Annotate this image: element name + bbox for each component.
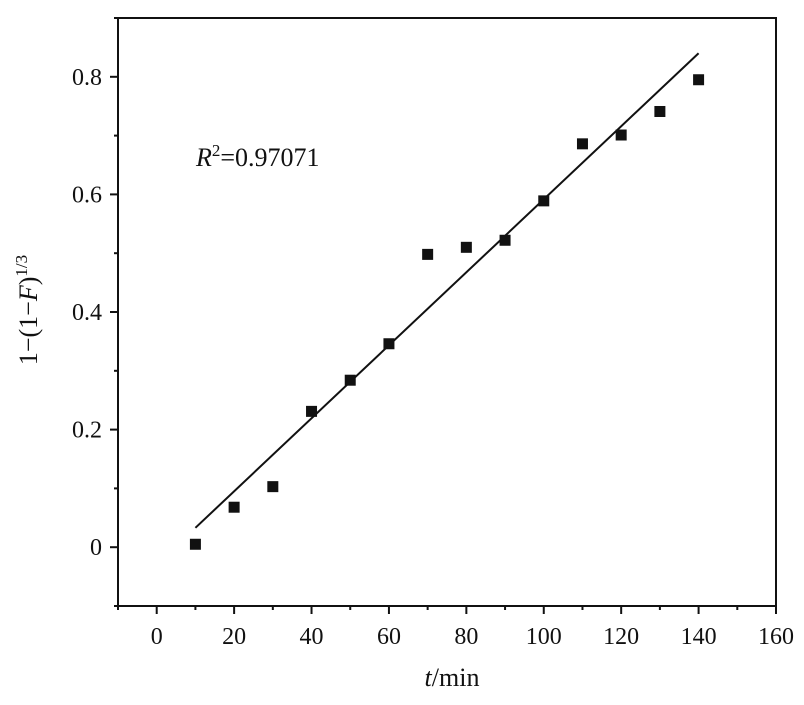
r-squared-sup: 2 <box>212 141 221 160</box>
x-axis-unit: /min <box>432 663 480 692</box>
data-point <box>693 74 705 86</box>
x-tick-label: 80 <box>454 624 478 650</box>
r-squared-value: =0.97071 <box>220 143 319 172</box>
y-axis-prefix: 1−(1− <box>14 301 43 365</box>
data-point <box>654 105 666 117</box>
data-point <box>422 248 434 260</box>
data-point <box>576 138 588 150</box>
fit-line <box>194 52 700 529</box>
x-axis-title: t/min <box>425 663 480 692</box>
data-point <box>306 405 318 417</box>
x-tick-label: 160 <box>758 624 794 650</box>
tick-labels: 0 20 40 60 80 100 120 140 160 0 0.2 0.4 0.6 0.8 <box>72 65 794 650</box>
x-tick-label: 60 <box>377 624 401 650</box>
data-point <box>499 234 511 246</box>
x-tick-label: 120 <box>603 624 639 650</box>
data-point <box>344 374 356 386</box>
x-tick-label: 100 <box>526 624 562 650</box>
y-tick-label: 0.2 <box>72 418 102 444</box>
y-axis-sup: 1/3 <box>12 255 31 277</box>
x-tick-label: 140 <box>681 624 717 650</box>
y-axis-title: 1−(1−F)1/3 <box>12 255 43 365</box>
data-point <box>538 195 550 207</box>
y-axis-var: F <box>14 284 43 302</box>
y-tick-label: 0 <box>90 535 102 561</box>
data-point <box>267 481 279 493</box>
data-point <box>383 338 395 350</box>
x-axis-var: t <box>425 663 433 692</box>
r-squared-var: R <box>195 143 212 172</box>
data-point <box>189 538 201 550</box>
data-markers <box>189 74 705 550</box>
x-tick-label: 20 <box>222 624 246 650</box>
x-tick-label: 0 <box>151 624 163 650</box>
y-tick-label: 0.8 <box>72 65 102 91</box>
data-point <box>228 501 240 513</box>
y-tick-label: 0.6 <box>72 182 102 208</box>
data-point <box>615 129 627 141</box>
plot-frame <box>117 17 777 607</box>
data-point <box>460 241 472 253</box>
axis-ticks <box>110 17 777 614</box>
y-axis-close: ) <box>14 277 43 286</box>
y-tick-label: 0.4 <box>72 300 102 326</box>
r-squared-annotation: R2=0.97071 <box>195 141 320 172</box>
x-tick-label: 40 <box>300 624 324 650</box>
